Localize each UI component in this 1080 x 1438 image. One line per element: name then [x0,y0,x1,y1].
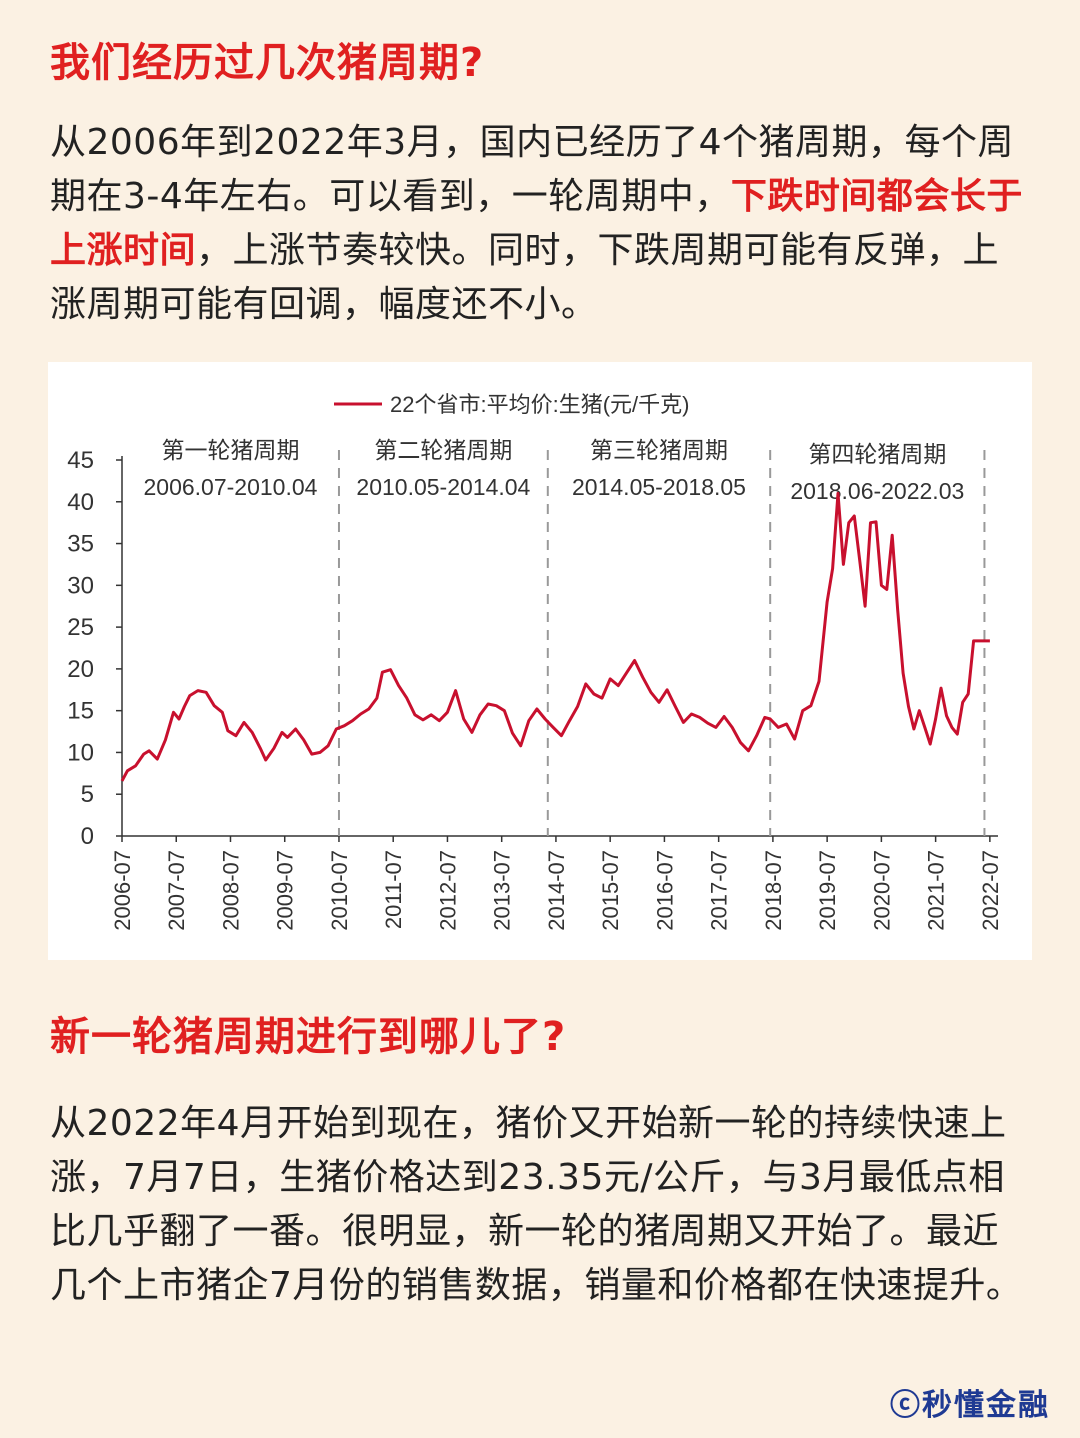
x-tick-label: 2013-07 [490,850,515,931]
x-tick-label: 2018-07 [761,850,786,931]
y-tick-label: 5 [81,781,94,808]
section1-paragraph: 从2006年到2022年3月，国内已经历了4个猪周期，每个周期在3-4年左右。可… [50,116,1035,332]
cycle-dividers [337,450,986,836]
x-tick-label: 2021-07 [924,850,949,931]
x-tick-label: 2007-07 [164,850,189,931]
chart-svg: 22个省市:平均价:生猪(元/千克) 0 5 10 15 20 25 30 35 40 45 20… [67,392,1003,931]
price-series-line [120,491,990,782]
brand-watermark: ⓒ秒懂金融 [890,1388,1050,1423]
x-tick-label: 2019-07 [815,850,840,931]
cycle-range-label: 2014.05-2018.05 [572,474,746,500]
section1-highlight: 下跌时间都会长于上涨时间 [50,176,1023,271]
cycle-name-label: 第四轮猪周期 [808,441,946,467]
chart-legend: 22个省市:平均价:生猪(元/千克) [334,392,689,417]
x-tick-label: 2012-07 [435,850,460,931]
cycle-range-label: 2006.07-2010.04 [144,474,318,500]
cycle-range-label: 2010.05-2014.04 [356,474,530,500]
x-tick-label: 2011-07 [381,850,406,929]
section1-heading: 我们经历过几次猪周期? [50,40,485,86]
cycle-range-label: 2018.06-2022.03 [790,478,964,504]
y-tick-label: 25 [67,614,94,641]
x-axis: 2006-07 2007-07 2008-07 2009-07 2010-07 2011-… [110,835,1003,931]
x-tick-label: 2020-07 [869,850,894,931]
section2-heading: 新一轮猪周期进行到哪儿了? [50,1014,567,1060]
x-tick-label: 2016-07 [652,850,677,931]
section1-text-b: ，上涨节奏较快。同时，下跌周期可能有反弹，上涨周期可能有回调，幅度还不小。 [50,230,1000,325]
y-tick-label: 30 [67,572,94,599]
cycle-name-label: 第一轮猪周期 [161,437,299,463]
x-tick-label: 2014-07 [544,850,569,931]
y-tick-label: 15 [67,698,94,725]
y-tick-label: 35 [67,531,94,558]
cycle-name-label: 第三轮猪周期 [590,437,728,463]
x-tick-label: 2015-07 [598,850,623,931]
y-axis: 0 5 10 15 20 25 30 35 40 45 [67,447,123,850]
legend-label: 22个省市:平均价:生猪(元/千克) [390,392,689,417]
cycle-labels: 第一轮猪周期 2006.07-2010.04 第二轮猪周期 2010.05-2014.… [144,437,965,504]
y-tick-label: 45 [67,447,94,474]
pig-price-chart: 22个省市:平均价:生猪(元/千克) 0 5 10 15 20 25 30 35 40 45 20… [48,362,1032,960]
cycle-name-label: 第二轮猪周期 [374,437,512,463]
x-tick-label: 2022-07 [978,850,1003,931]
x-tick-label: 2008-07 [218,850,243,931]
y-tick-label: 20 [67,656,94,683]
x-tick-label: 2010-07 [327,850,352,931]
section1-text-a: 从2006年到2022年3月，国内已经历了4个猪周期，每个周期在3-4年左右。可… [50,122,1015,217]
y-tick-label: 40 [67,489,94,516]
x-tick-label: 2006-07 [110,850,135,931]
y-tick-label: 10 [67,739,94,766]
x-tick-label: 2009-07 [273,850,298,931]
y-tick-label: 0 [81,823,94,850]
x-tick-label: 2017-07 [707,850,732,931]
section2-paragraph: 从2022年4月开始到现在，猪价又开始新一轮的持续快速上涨，7月7日，生猪价格达… [50,1103,1023,1306]
